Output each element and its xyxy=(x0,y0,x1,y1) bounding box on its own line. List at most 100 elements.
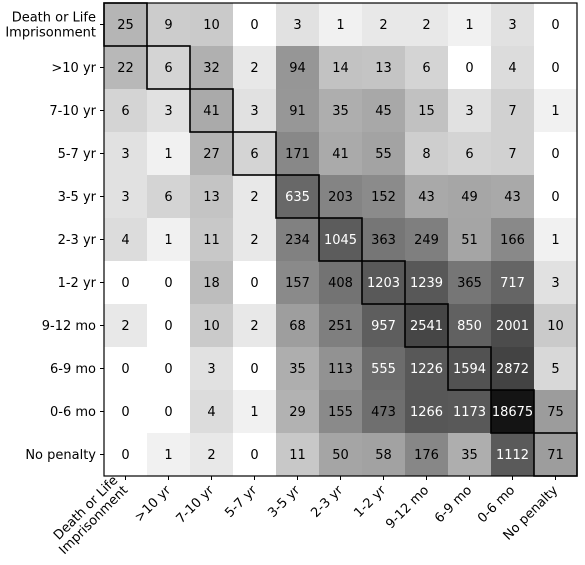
cell-value-label: 11 xyxy=(203,233,220,248)
cell-value-label: 2 xyxy=(121,319,129,334)
heatmap-cell xyxy=(534,347,577,390)
heatmap-cell xyxy=(233,46,276,89)
heatmap-cell xyxy=(276,390,319,433)
cell-value-label: 2872 xyxy=(496,362,529,377)
cell-value-label: 94 xyxy=(289,61,306,76)
cell-value-label: 717 xyxy=(500,276,525,291)
cell-value-label: 2 xyxy=(422,18,430,33)
heatmap-cell xyxy=(233,3,276,46)
cell-value-label: 1594 xyxy=(453,362,486,377)
row-label: 0-6 mo xyxy=(50,405,96,420)
heatmap-cell xyxy=(534,390,577,433)
cell-value-label: 75 xyxy=(547,405,564,420)
column-label: 2-3 yr xyxy=(308,483,346,521)
cell-value-label: 29 xyxy=(289,405,306,420)
cell-value-label: 49 xyxy=(461,190,478,205)
row-label: 3-5 yr xyxy=(58,190,97,205)
cell-value-label: 6 xyxy=(164,61,172,76)
cell-value-label: 10 xyxy=(203,18,220,33)
cell-value-label: 176 xyxy=(414,448,439,463)
cell-value-label: 0 xyxy=(164,405,172,420)
heatmap-cell xyxy=(104,347,147,390)
cell-value-label: 1266 xyxy=(410,405,443,420)
cell-value-label: 408 xyxy=(328,276,353,291)
cell-value-label: 473 xyxy=(371,405,396,420)
heatmap-cell xyxy=(190,46,233,89)
heatmap-cell xyxy=(491,175,534,218)
cell-value-label: 251 xyxy=(328,319,353,334)
heatmap-cell xyxy=(104,304,147,347)
heatmap-cell xyxy=(319,132,362,175)
diagonal-highlight-box xyxy=(490,389,535,434)
heatmap-cell xyxy=(448,304,491,347)
heatmap-cell xyxy=(534,304,577,347)
cell-value-label: 43 xyxy=(418,190,435,205)
cell-value-label: 1 xyxy=(164,233,172,248)
heatmap-cell xyxy=(190,3,233,46)
cell-value-label: 3 xyxy=(551,276,559,291)
heatmap-cell xyxy=(233,132,276,175)
cell-value-label: 0 xyxy=(250,18,258,33)
cell-value-label: 203 xyxy=(328,190,353,205)
cell-value-label: 35 xyxy=(461,448,478,463)
heatmap-cell xyxy=(190,132,233,175)
heatmap-cell xyxy=(233,89,276,132)
heatmap-cell xyxy=(276,3,319,46)
cell-value-label: 1112 xyxy=(496,448,529,463)
cell-value-label: 2541 xyxy=(410,319,443,334)
cell-value-label: 14 xyxy=(332,61,349,76)
cell-value-label: 3 xyxy=(164,104,172,119)
cell-value-label: 0 xyxy=(551,147,559,162)
heatmap-cell xyxy=(534,46,577,89)
heatmap-cell xyxy=(448,46,491,89)
heatmap-cell xyxy=(405,132,448,175)
cell-value-label: 0 xyxy=(551,18,559,33)
cell-value-label: 2001 xyxy=(496,319,529,334)
cell-value-label: 0 xyxy=(250,448,258,463)
cell-value-label: 157 xyxy=(285,276,310,291)
cell-value-label: 22 xyxy=(117,61,134,76)
cell-value-label: 43 xyxy=(504,190,521,205)
cell-value-label: 5 xyxy=(551,362,559,377)
heatmap-cell xyxy=(104,261,147,304)
row-label: 6-9 mo xyxy=(50,362,96,377)
heatmap-cell xyxy=(362,46,405,89)
column-label-line: 5-7 yr xyxy=(222,483,260,521)
heatmap-cell xyxy=(190,261,233,304)
column-label-line: 1-2 yr xyxy=(351,483,389,521)
heatmap-cell xyxy=(104,3,147,46)
cell-value-label: 6 xyxy=(422,61,430,76)
heatmap-cell xyxy=(147,390,190,433)
cell-value-label: 166 xyxy=(500,233,525,248)
cell-value-label: 7 xyxy=(508,147,516,162)
heatmap-cell xyxy=(534,132,577,175)
heatmap-cell xyxy=(491,433,534,476)
cell-value-label: 4 xyxy=(121,233,129,248)
cell-value-label: 18675 xyxy=(492,405,533,420)
cell-value-label: 152 xyxy=(371,190,396,205)
cell-value-label: 113 xyxy=(328,362,353,377)
heatmap-cell xyxy=(319,218,362,261)
row-label: No penalty xyxy=(25,448,96,463)
cell-value-label: 6 xyxy=(164,190,172,205)
cell-value-label: 2 xyxy=(379,18,387,33)
cell-value-label: 2 xyxy=(207,448,215,463)
cell-value-label: 0 xyxy=(164,362,172,377)
cell-value-label: 0 xyxy=(121,405,129,420)
row-label: 2-3 yr xyxy=(58,233,97,248)
heatmap-cell xyxy=(491,218,534,261)
cell-value-label: 10 xyxy=(547,319,564,334)
cell-value-label: 13 xyxy=(375,61,392,76)
row-label: 7-10 yr xyxy=(49,104,96,119)
cell-value-label: 6 xyxy=(121,104,129,119)
heatmap-cell xyxy=(276,304,319,347)
diagonal-highlight-layer xyxy=(103,2,578,477)
heatmap-cell xyxy=(319,390,362,433)
heatmap-cell xyxy=(448,433,491,476)
heatmap-cell xyxy=(491,132,534,175)
heatmap-cell xyxy=(534,3,577,46)
heatmap-cell xyxy=(362,390,405,433)
cell-value-label: 0 xyxy=(250,362,258,377)
